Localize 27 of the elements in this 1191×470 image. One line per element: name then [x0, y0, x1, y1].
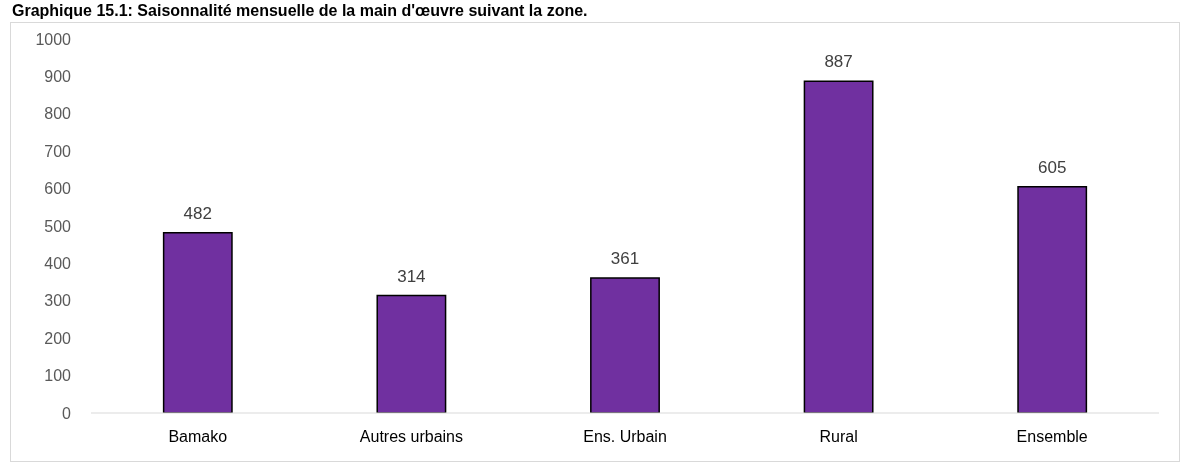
- y-tick-label: 500: [44, 217, 72, 235]
- chart-title: Graphique 15.1: Saisonnalité mensuelle de la main d'œuvre suivant la zone.: [12, 2, 588, 20]
- data-label: 887: [824, 52, 853, 72]
- y-tick-label: 300: [44, 292, 72, 310]
- bar: [1017, 185, 1088, 413]
- x-tick-label: Autres urbains: [359, 428, 463, 446]
- bar: [803, 80, 874, 413]
- data-label: 314: [397, 266, 426, 286]
- data-label: 605: [1038, 157, 1067, 177]
- data-label: 361: [610, 248, 640, 268]
- y-tick-label: 0: [62, 404, 72, 422]
- data-label: 482: [183, 203, 212, 223]
- x-tick-label: Ensemble: [1016, 428, 1088, 446]
- y-tick-label: 1000: [35, 30, 72, 48]
- y-tick-label: 700: [44, 142, 72, 160]
- y-tick-label: 100: [44, 367, 72, 385]
- y-tick-label: 200: [44, 329, 72, 347]
- bar: [162, 231, 233, 413]
- x-tick-label: Bamako: [168, 428, 228, 446]
- x-tick-label: Ens. Urbain: [583, 428, 667, 446]
- bar: [590, 277, 660, 413]
- bar: [376, 294, 447, 413]
- y-tick-label: 900: [44, 68, 72, 86]
- y-tick-label: 800: [44, 105, 72, 123]
- y-tick-label: 400: [44, 255, 72, 273]
- x-tick-label: Rural: [819, 428, 858, 446]
- y-tick-label: 600: [44, 180, 72, 198]
